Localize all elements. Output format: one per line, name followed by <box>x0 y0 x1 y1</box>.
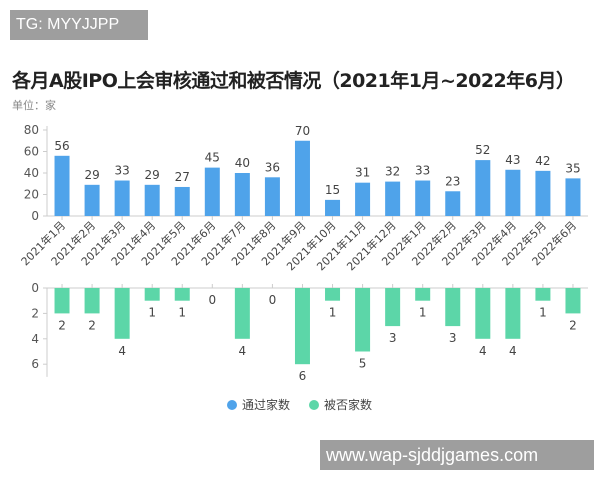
bar-rejected-label: 5 <box>359 357 367 371</box>
bar-passed-label: 70 <box>295 124 310 138</box>
bar-rejected-label: 4 <box>479 344 487 358</box>
bar-rejected-label: 4 <box>509 344 517 358</box>
bar-passed-label: 31 <box>355 166 370 180</box>
legend-passed-marker <box>227 400 237 410</box>
chart-title: 各月A股IPO上会审核通过和被否情况（2021年1月~2022年6月） <box>12 70 575 92</box>
bar-passed <box>415 180 431 216</box>
bar-passed-label: 43 <box>505 153 520 167</box>
bar-rejected-label: 2 <box>58 318 66 332</box>
bar-rejected <box>144 288 160 301</box>
bar-rejected <box>84 288 100 314</box>
bar-rejected <box>325 288 341 301</box>
bar-passed-label: 35 <box>565 161 580 175</box>
bar-passed-label: 40 <box>235 156 250 170</box>
bar-rejected <box>114 288 130 339</box>
bar-passed <box>445 191 461 216</box>
bar-rejected-label: 1 <box>178 306 186 320</box>
bar-passed-label: 29 <box>84 168 99 182</box>
bar-passed <box>535 170 551 216</box>
bar-passed-label: 56 <box>54 139 69 153</box>
chart-subtitle: 单位：家 <box>12 99 56 112</box>
bar-passed <box>204 167 220 216</box>
bar-rejected <box>294 288 310 365</box>
bar-passed-label: 33 <box>114 164 129 178</box>
bar-rejected-label: 0 <box>208 293 216 307</box>
bar-rejected-label: 1 <box>148 306 156 320</box>
bar-rejected-label: 3 <box>449 331 457 345</box>
top-y-tick-label: 40 <box>24 166 39 180</box>
legend-rejected-label: 被否家数 <box>324 397 372 412</box>
bar-passed-label: 36 <box>265 160 280 174</box>
bar-passed <box>234 173 250 216</box>
bar-rejected <box>355 288 371 352</box>
bar-passed-label: 15 <box>325 183 340 197</box>
bar-passed <box>174 186 190 216</box>
bar-passed <box>264 177 280 216</box>
bar-rejected <box>385 288 401 327</box>
bar-rejected-label: 6 <box>299 369 307 383</box>
legend-passed-label: 通过家数 <box>242 397 290 412</box>
bar-passed <box>114 180 130 216</box>
bar-rejected <box>565 288 581 314</box>
bar-rejected-label: 2 <box>88 318 96 332</box>
bar-rejected-label: 1 <box>419 306 427 320</box>
bar-passed-label: 32 <box>385 165 400 179</box>
bar-rejected-label: 0 <box>269 293 277 307</box>
bar-passed-label: 52 <box>475 143 490 157</box>
watermark-bottom-right: www.wap-sjddjgames.com <box>320 440 594 470</box>
bar-rejected <box>54 288 70 314</box>
bar-passed <box>294 140 310 216</box>
bottom-y-tick-label: 6 <box>31 357 39 371</box>
bar-rejected <box>234 288 250 339</box>
bar-rejected-label: 3 <box>389 331 397 345</box>
bar-passed-label: 33 <box>415 164 430 178</box>
bar-rejected-label: 2 <box>569 318 577 332</box>
bar-rejected-label: 1 <box>539 306 547 320</box>
bar-passed <box>84 184 100 216</box>
bottom-y-tick-label: 0 <box>31 281 39 295</box>
bar-passed <box>355 182 371 216</box>
bar-rejected <box>174 288 190 301</box>
bar-passed <box>54 155 70 216</box>
bar-rejected <box>445 288 461 327</box>
bottom-y-tick-label: 4 <box>31 332 39 346</box>
bar-rejected <box>535 288 551 301</box>
bar-passed <box>385 181 401 216</box>
bar-passed <box>475 160 491 216</box>
bar-rejected <box>415 288 431 301</box>
bar-rejected-label: 4 <box>118 344 126 358</box>
top-y-tick-label: 60 <box>24 145 39 159</box>
bar-passed <box>144 184 160 216</box>
bar-passed-label: 45 <box>205 151 220 165</box>
bar-passed <box>565 178 581 216</box>
bar-passed-label: 23 <box>445 174 460 188</box>
bar-passed <box>505 169 521 216</box>
top-y-tick-label: 80 <box>24 123 39 137</box>
bar-rejected-label: 1 <box>329 306 337 320</box>
bar-passed-label: 27 <box>175 170 190 184</box>
watermark-top-left: TG: MYYJJPP <box>10 10 148 40</box>
bar-passed-label: 29 <box>145 168 160 182</box>
bar-rejected <box>475 288 491 339</box>
bar-rejected <box>505 288 521 339</box>
top-y-tick-label: 20 <box>24 188 39 202</box>
bar-passed <box>325 199 341 216</box>
bar-passed-label: 42 <box>535 154 550 168</box>
legend-rejected-marker <box>309 400 319 410</box>
top-y-tick-label: 0 <box>31 209 39 223</box>
bar-rejected-label: 4 <box>239 344 247 358</box>
bottom-y-tick-label: 2 <box>31 306 39 320</box>
